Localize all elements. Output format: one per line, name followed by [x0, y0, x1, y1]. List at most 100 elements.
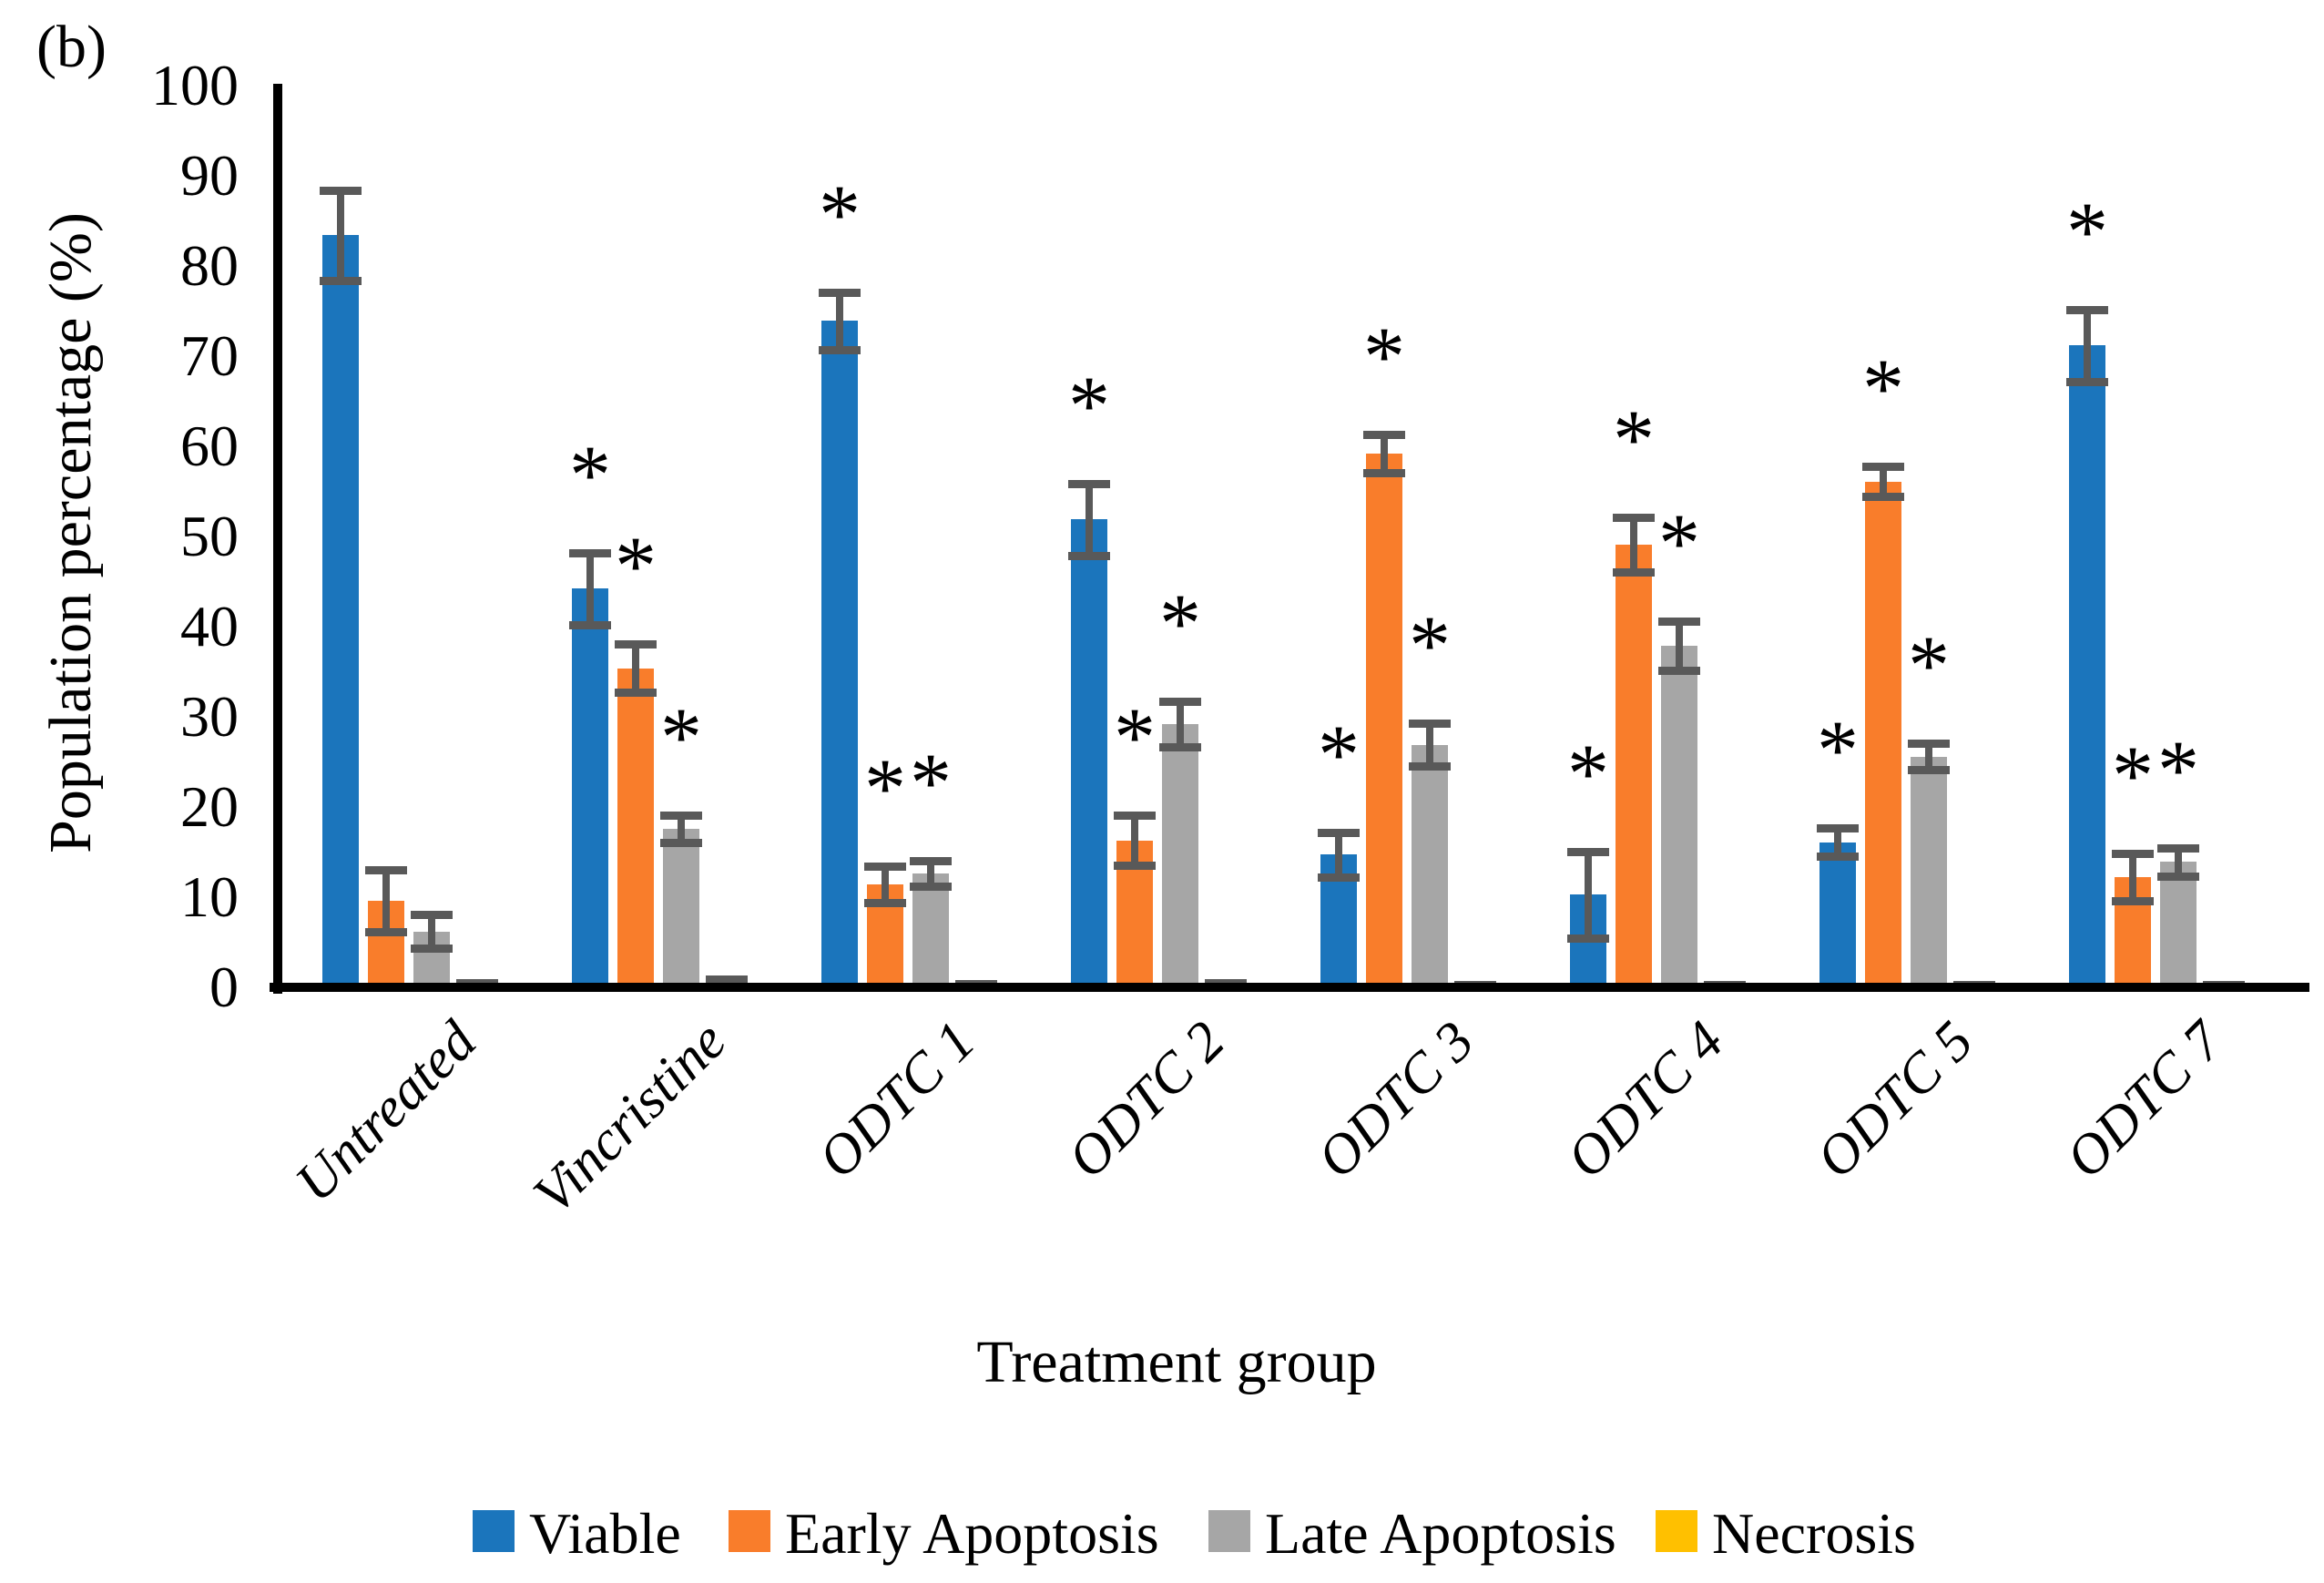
error-bar-bottom-cap	[864, 898, 906, 907]
legend-swatch	[1208, 1510, 1250, 1552]
error-bar-stem	[1630, 517, 1637, 572]
significance-asterisk: *	[1862, 341, 1904, 434]
error-bar-top-cap	[1363, 431, 1405, 440]
error-bar-bottom-cap	[1114, 862, 1156, 871]
error-bar-bottom-cap	[320, 276, 362, 285]
error-bar-top-cap	[2066, 305, 2108, 314]
error-bar-stem	[1585, 851, 1592, 938]
error-bar-top-cap	[1908, 739, 1950, 748]
error-bar-top-cap	[819, 288, 861, 297]
error-bar-bottom-cap	[660, 838, 702, 847]
x-axis-title: Treatment group	[976, 1329, 1377, 1395]
bar	[2160, 862, 2197, 988]
error-bar-bottom-cap	[2066, 377, 2108, 386]
error-bar-bottom-cap	[2112, 896, 2154, 905]
x-tick-label: Vincristine	[521, 1009, 738, 1226]
error-bar-top-cap	[910, 857, 952, 866]
significance-asterisk: *	[1318, 707, 1360, 801]
error-bar-bottom-cap	[1862, 493, 1904, 502]
error-bar-top-cap	[1567, 847, 1609, 856]
significance-asterisk: *	[1817, 702, 1859, 796]
error-bar-bottom-cap	[365, 927, 407, 936]
y-tick-label: 80	[180, 233, 239, 298]
x-tick-label: ODTC 7	[2054, 1009, 2235, 1190]
bar	[322, 235, 359, 988]
error-bar-top-cap	[864, 863, 906, 872]
error-bar-top-cap	[320, 186, 362, 195]
error-bar-top-cap	[1862, 462, 1904, 471]
error-bar-bottom-cap	[1363, 468, 1405, 477]
legend-swatch	[473, 1510, 515, 1552]
x-tick-label: ODTC 5	[1804, 1009, 1985, 1190]
bar	[821, 321, 858, 988]
legend-label: Late Apoptosis	[1265, 1501, 1616, 1566]
bar	[1366, 453, 1402, 988]
bar	[1661, 645, 1697, 988]
error-bar-stem	[2084, 309, 2091, 382]
y-tick-label: 30	[180, 684, 239, 749]
bar	[1162, 723, 1198, 988]
significance-asterisk: *	[1409, 597, 1451, 691]
bar	[912, 873, 949, 988]
error-bar-bottom-cap	[1613, 567, 1655, 577]
error-bar-top-cap	[660, 811, 702, 820]
error-bar-top-cap	[365, 866, 407, 875]
error-bar-stem	[1131, 814, 1138, 866]
bar	[1071, 519, 1107, 988]
panel-label: (b)	[36, 14, 107, 80]
x-tick-label: ODTC 3	[1305, 1009, 1486, 1190]
y-tick-label: 50	[180, 504, 239, 568]
error-bar-bottom-cap	[1409, 762, 1451, 771]
error-bar-bottom-cap	[2157, 873, 2199, 882]
error-bar-bottom-cap	[1567, 934, 1609, 943]
error-bar-stem	[1086, 483, 1093, 556]
error-bar-stem	[1177, 701, 1184, 747]
error-bar-stem	[2175, 847, 2182, 877]
legend-label: Necrosis	[1712, 1501, 1916, 1566]
significance-asterisk: *	[2157, 722, 2199, 816]
significance-asterisk: *	[1114, 689, 1156, 783]
error-bar-stem	[1925, 742, 1932, 771]
x-tick-label: ODTC 4	[1554, 1009, 1736, 1190]
significance-asterisk: *	[864, 741, 906, 835]
error-bar-top-cap	[1613, 514, 1655, 523]
bar	[663, 828, 699, 988]
error-bar-top-cap	[706, 975, 748, 985]
y-tick-label: 0	[209, 955, 239, 1019]
error-bar-top-cap	[1318, 828, 1360, 837]
error-bar-top-cap	[1068, 479, 1110, 488]
error-bar-stem	[1335, 832, 1342, 878]
error-bar-bottom-cap	[1068, 551, 1110, 560]
significance-asterisk: *	[2112, 729, 2154, 822]
bar	[572, 588, 608, 988]
significance-asterisk: *	[1068, 358, 1110, 452]
y-tick-label: 90	[180, 143, 239, 208]
significance-asterisk: *	[2066, 184, 2108, 278]
x-tick-label: Untreated	[283, 1009, 488, 1214]
significance-asterisk: *	[1159, 577, 1201, 670]
significance-asterisk: *	[910, 736, 952, 830]
legend-swatch	[1656, 1510, 1697, 1552]
error-bar-bottom-cap	[615, 689, 657, 698]
bar	[617, 668, 654, 988]
error-bar-bottom-cap	[411, 945, 453, 954]
error-bar-top-cap	[1658, 618, 1700, 627]
error-bar-stem	[1381, 434, 1388, 473]
significance-asterisk: *	[569, 427, 611, 521]
error-bar-bottom-cap	[1159, 742, 1201, 751]
bar	[2069, 345, 2105, 988]
y-tick-label: 60	[180, 414, 239, 478]
error-bar-bottom-cap	[1817, 853, 1859, 862]
legend-label: Viable	[529, 1501, 681, 1566]
significance-asterisk: *	[660, 689, 702, 783]
significance-asterisk: *	[615, 518, 657, 612]
error-bar-top-cap	[1409, 719, 1451, 728]
error-bar-top-cap	[569, 548, 611, 557]
bar	[1412, 744, 1448, 988]
significance-asterisk: *	[1567, 726, 1609, 820]
error-bar-stem	[382, 870, 390, 932]
error-bar-bottom-cap	[819, 346, 861, 355]
significance-asterisk: *	[1658, 496, 1700, 590]
significance-asterisk: *	[819, 167, 861, 260]
x-tick-label: ODTC 2	[1055, 1009, 1237, 1190]
